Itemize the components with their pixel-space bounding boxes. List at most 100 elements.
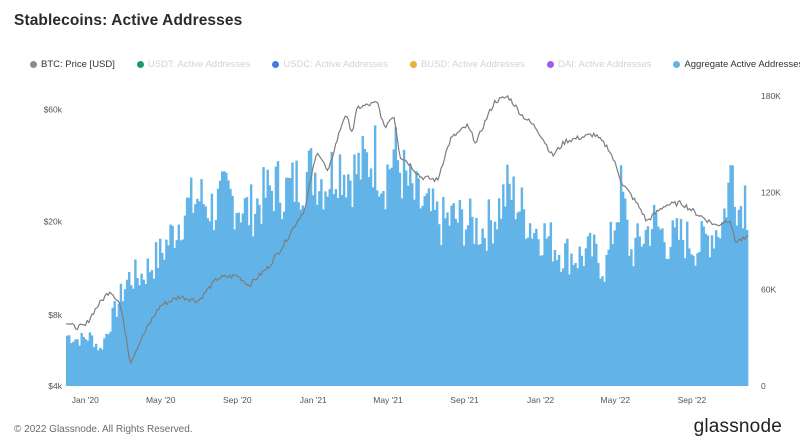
- active-address-bar: [146, 258, 150, 386]
- active-address-bar: [342, 174, 346, 386]
- active-address-bar: [76, 339, 79, 386]
- active-address-bar: [119, 283, 123, 386]
- active-address-bar: [442, 196, 445, 386]
- active-address-bar: [535, 228, 538, 386]
- active-address-bar: [105, 333, 108, 386]
- active-address-bar: [526, 237, 530, 386]
- active-address-bar: [584, 248, 588, 386]
- active-address-bar: [167, 245, 170, 386]
- legend-label: DAI: Active Addresses: [557, 58, 652, 70]
- legend-label: BUSD: Active Addresses: [420, 58, 525, 70]
- active-address-bar: [642, 243, 646, 386]
- active-address-bar: [338, 154, 342, 386]
- active-address-bar: [367, 177, 371, 386]
- active-address-bar: [90, 335, 94, 386]
- active-address-bar: [562, 268, 565, 386]
- active-address-bar: [667, 258, 670, 386]
- active-address-bar: [597, 262, 600, 386]
- active-address-bar: [278, 202, 282, 386]
- active-address-bar: [225, 172, 228, 386]
- active-address-bar: [497, 198, 501, 386]
- active-address-bar: [615, 222, 619, 386]
- active-address-bar: [82, 336, 85, 386]
- active-address-bar: [559, 271, 563, 386]
- active-address-bar: [70, 343, 73, 386]
- active-address-bar: [659, 229, 662, 386]
- active-address-bar: [97, 350, 100, 386]
- active-address-bar: [332, 194, 336, 386]
- active-address-bar: [123, 289, 127, 386]
- active-address-bar: [671, 220, 674, 386]
- active-address-bar: [516, 212, 519, 386]
- active-address-bar: [425, 193, 429, 386]
- active-address-bar: [617, 222, 621, 386]
- active-address-bar: [409, 164, 412, 386]
- active-address-bar: [336, 198, 340, 386]
- active-address-bar: [739, 206, 743, 386]
- active-address-bar: [140, 273, 143, 386]
- active-address-bar: [396, 160, 400, 386]
- active-address-bar: [636, 223, 639, 386]
- active-address-bar: [485, 250, 488, 386]
- legend-item[interactable]: BUSD: Active Addresses: [409, 58, 525, 70]
- active-address-bar: [502, 184, 505, 386]
- active-address-bar: [566, 238, 569, 386]
- legend-item[interactable]: USDT: Active Addresses: [136, 59, 250, 70]
- left-axis-tick-label: $60k: [44, 104, 63, 114]
- active-address-bar: [243, 198, 247, 386]
- active-address-bar: [382, 190, 385, 386]
- left-axis-tick-label: $20k: [44, 217, 63, 227]
- active-address-bar: [353, 154, 356, 386]
- active-address-bar: [152, 278, 156, 386]
- active-address-bar: [150, 270, 154, 386]
- legend-item[interactable]: Aggregate Active Addresses: [673, 59, 800, 70]
- active-address-bar: [522, 209, 526, 386]
- active-address-bar: [547, 236, 550, 386]
- active-address-bar: [371, 187, 375, 386]
- active-address-bar: [452, 203, 455, 386]
- active-address-bar: [291, 162, 294, 386]
- active-address-bar: [355, 174, 358, 386]
- active-address-bar: [725, 217, 728, 386]
- active-address-bar: [266, 169, 269, 386]
- chart-title: Stablecoins: Active Addresses: [14, 12, 243, 29]
- active-address-bar: [262, 167, 265, 386]
- active-address-bar: [388, 169, 391, 386]
- active-address-bar: [477, 244, 480, 386]
- active-address-bar: [487, 199, 491, 386]
- active-address-bar: [365, 152, 369, 386]
- legend-item[interactable]: BTC: Price [USD]: [30, 59, 115, 70]
- right-axis-tick-label: 180K: [761, 91, 781, 101]
- active-address-bar: [433, 209, 437, 386]
- active-address-bar: [493, 221, 497, 386]
- active-address-bar: [177, 224, 181, 386]
- x-axis-tick-label: May '21: [373, 395, 403, 405]
- active-address-bar: [309, 148, 313, 386]
- active-address-bar: [214, 220, 218, 386]
- glassnode-logo: glassnode: [693, 416, 782, 437]
- active-address-bar: [88, 332, 92, 386]
- left-axis-tick-label: $8k: [48, 310, 62, 320]
- active-address-bar: [245, 197, 249, 386]
- active-address-bar: [254, 213, 257, 386]
- active-address-bar: [407, 185, 410, 386]
- active-address-bar: [657, 226, 660, 386]
- active-address-bar: [390, 167, 393, 386]
- active-address-bar: [551, 261, 555, 386]
- legend-dot-icon: [30, 60, 37, 68]
- active-address-bar: [216, 188, 220, 386]
- active-address-bar: [322, 209, 325, 386]
- active-address-bar: [334, 189, 338, 386]
- active-address-bar: [533, 232, 536, 386]
- active-address-bar: [402, 149, 406, 386]
- active-address-bar: [171, 225, 174, 386]
- active-address-bar: [384, 209, 387, 386]
- legend-item[interactable]: USDC: Active Addresses: [272, 59, 388, 70]
- active-address-bar: [473, 243, 476, 386]
- active-address-bar: [86, 340, 90, 386]
- legend-item[interactable]: DAI: Active Addresses: [546, 58, 652, 70]
- active-address-bar: [719, 238, 722, 386]
- active-address-bar: [613, 230, 617, 386]
- active-address-bar: [679, 218, 683, 386]
